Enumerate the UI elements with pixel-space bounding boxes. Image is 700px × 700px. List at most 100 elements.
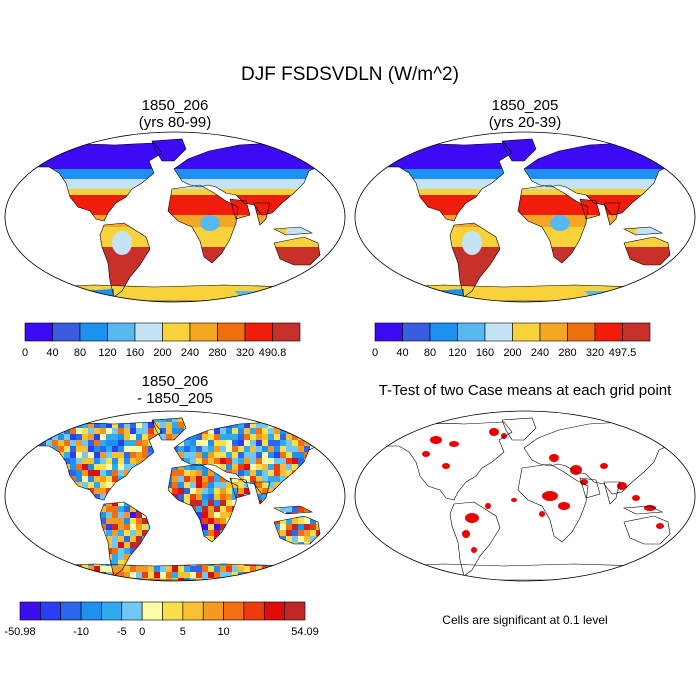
- diff-cell: [76, 578, 82, 580]
- panel-1-title: 1850_206 (yrs 80-99): [0, 97, 350, 131]
- diff-cell: [52, 418, 58, 422]
- diff-cell: [106, 566, 112, 572]
- diff-cell: [10, 554, 16, 560]
- diff-cell: [178, 418, 184, 422]
- colorbar-label: 160: [126, 347, 144, 359]
- diff-cell: [70, 418, 76, 422]
- diff-cell: [334, 458, 340, 464]
- diff-cell: [340, 536, 346, 542]
- diff-cell: [100, 452, 106, 458]
- diff-cell: [304, 530, 310, 536]
- diff-cell: [298, 446, 304, 452]
- diff-cell: [214, 518, 220, 524]
- diff-cell: [112, 560, 118, 566]
- diff-cell: [52, 410, 58, 416]
- diff-cell: [286, 566, 292, 572]
- diff-cell: [10, 452, 16, 458]
- diff-cell: [256, 482, 262, 488]
- diff-cell: [196, 512, 202, 518]
- diff-cell: [262, 434, 268, 440]
- coastline-south-america: [449, 501, 501, 577]
- diff-cell: [244, 470, 250, 476]
- diff-cell: [262, 470, 268, 476]
- diff-cell: [190, 482, 196, 488]
- diff-cell: [166, 566, 172, 572]
- diff-cell: [196, 578, 202, 580]
- colorbar-panel-2: 0 40 80 120 160 200 240 280 320 497.5: [372, 322, 651, 359]
- diff-cell: [304, 434, 310, 440]
- diff-cell: [298, 506, 304, 512]
- diff-cell: [34, 410, 40, 416]
- diff-cell: [322, 440, 326, 446]
- diff-cell: [334, 440, 340, 446]
- diff-cell: [202, 476, 208, 482]
- diff-cell: [196, 470, 202, 476]
- diff-cell: [316, 560, 322, 566]
- diff-cell: [106, 512, 112, 518]
- diff-cell: [340, 416, 346, 422]
- map-border: [354, 410, 696, 582]
- diff-cell: [226, 428, 232, 434]
- diff-cell: [208, 446, 214, 452]
- diff-cell: [76, 482, 82, 488]
- diff-cell: [94, 440, 100, 446]
- diff-cell: [286, 572, 292, 578]
- diff-cell: [88, 422, 94, 428]
- diff-cell: [76, 410, 82, 416]
- diff-cell: [22, 410, 28, 416]
- diff-cell: [304, 524, 310, 530]
- diff-cell: [4, 548, 10, 554]
- diff-cell: [154, 422, 160, 428]
- diff-cell: [142, 452, 148, 458]
- diff-cell: [316, 410, 322, 416]
- diff-cell: [64, 434, 70, 440]
- diff-cell: [328, 572, 334, 578]
- diff-cell: [268, 446, 274, 452]
- diff-cell: [256, 452, 262, 458]
- diff-cell: [316, 566, 322, 572]
- diff-cell: [136, 518, 142, 524]
- diff-cell: [64, 440, 70, 446]
- diff-cell: [322, 428, 326, 434]
- diff-cell: [286, 518, 292, 524]
- diff-cell: [148, 428, 154, 434]
- diff-cell: [226, 488, 232, 494]
- diff-cell: [118, 464, 124, 470]
- diff-cell: [340, 548, 346, 554]
- coastline-greenland: [501, 138, 537, 162]
- panel-2-title-line1: 1850_205: [491, 97, 559, 114]
- diff-cell: [118, 470, 124, 476]
- colorbar-label: -50.98: [4, 626, 35, 638]
- diff-cell: [334, 536, 340, 542]
- diff-cell: [340, 554, 346, 560]
- diff-cell: [106, 536, 112, 542]
- diff-cell: [88, 434, 94, 440]
- diff-cell: [304, 410, 310, 416]
- diff-cell: [40, 554, 46, 560]
- colorbar-swatch: [40, 601, 62, 621]
- diff-cell: [10, 530, 16, 536]
- diff-cell: [292, 418, 298, 422]
- diff-cell: [100, 482, 106, 488]
- diff-cell: [148, 566, 154, 572]
- diff-cell: [106, 578, 112, 580]
- diff-cell: [202, 518, 208, 524]
- diff-cell: [208, 452, 214, 458]
- significant-cell: [580, 479, 588, 485]
- diff-cell: [178, 494, 184, 500]
- diff-cell: [142, 440, 148, 446]
- diff-cell: [202, 488, 208, 494]
- diff-cell: [4, 578, 10, 584]
- diff-cell: [196, 506, 202, 512]
- diff-cell: [130, 548, 136, 554]
- diff-cell: [340, 458, 346, 464]
- diff-cell: [208, 512, 214, 518]
- diff-cell: [118, 566, 124, 572]
- diff-cell: [154, 418, 160, 422]
- panel-3-title-line1: 1850_206: [141, 373, 209, 390]
- diff-cell: [34, 422, 40, 428]
- diff-cell: [322, 572, 326, 578]
- diff-cell: [184, 470, 190, 476]
- diff-cell: [88, 578, 94, 580]
- diff-cell: [124, 464, 130, 470]
